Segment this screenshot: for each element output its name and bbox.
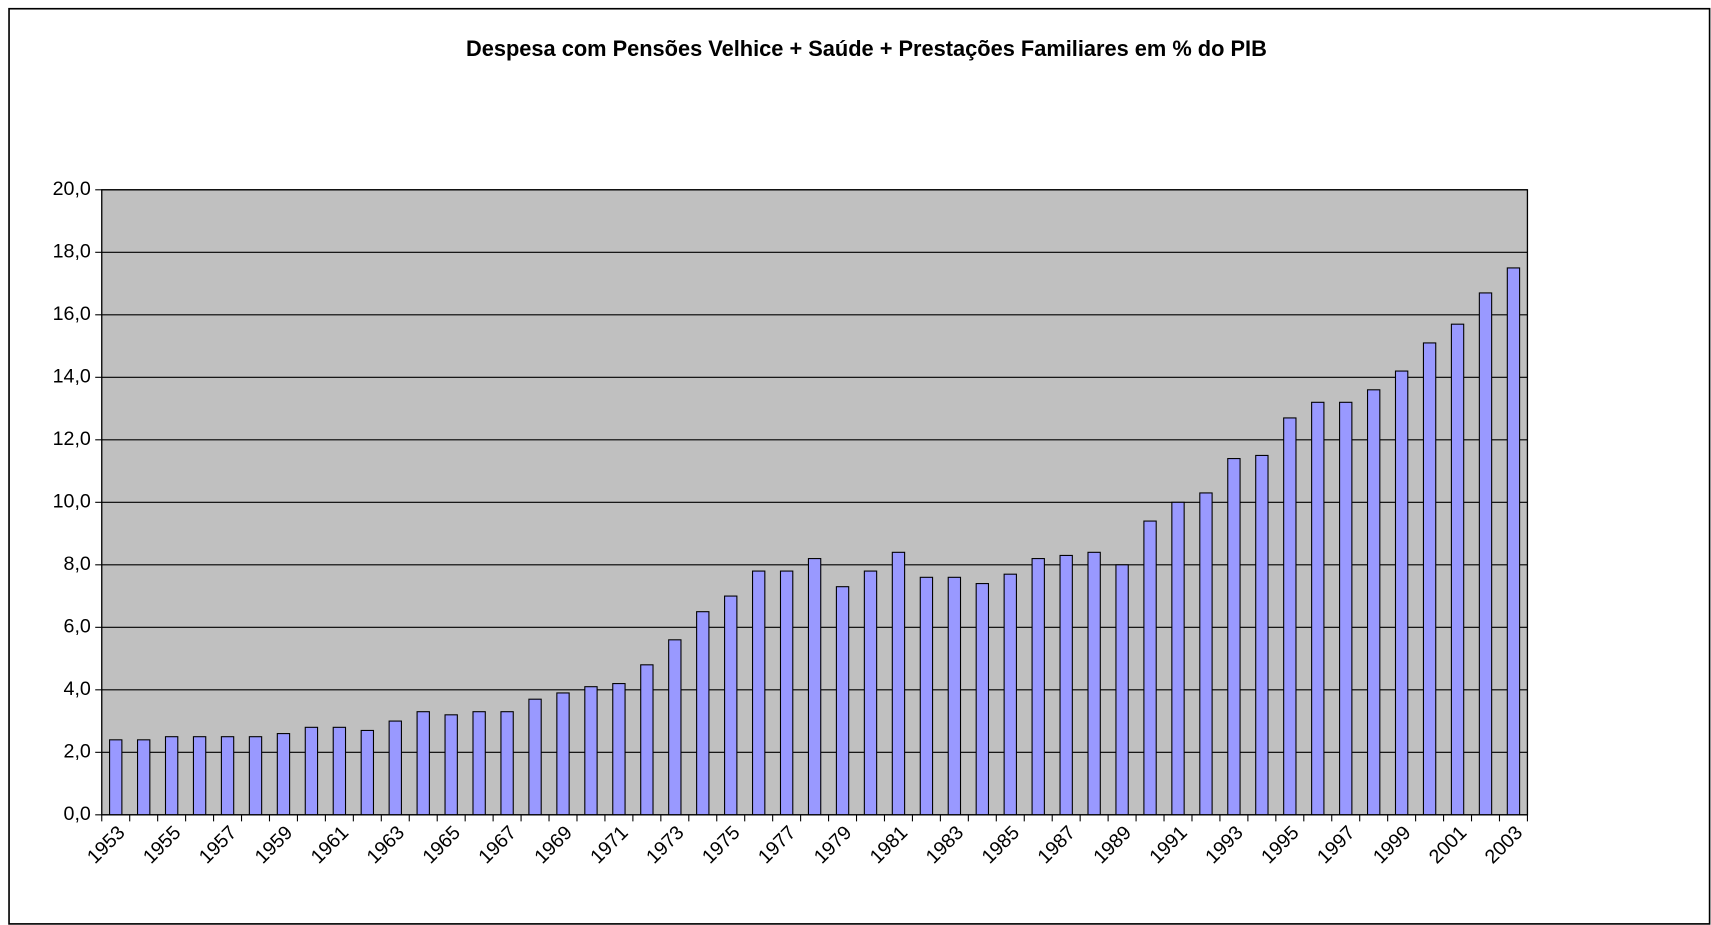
bar (724, 595, 738, 816)
chart-title: Despesa com Pensões Velhice + Saúde + Pr… (466, 36, 1267, 61)
bar (612, 683, 626, 816)
bar (1059, 554, 1073, 816)
plot-area: 0,02,04,06,08,010,012,014,016,018,020,01… (53, 178, 1529, 868)
y-tick-label: 16,0 (53, 303, 91, 325)
bar (1171, 501, 1185, 816)
bar (500, 711, 514, 816)
y-tick-label: 10,0 (53, 491, 91, 513)
bar (1087, 551, 1101, 816)
bar (444, 714, 458, 816)
bar (248, 736, 263, 816)
bar (1031, 558, 1045, 816)
bar (1506, 267, 1521, 816)
bar (584, 686, 598, 816)
bar (807, 558, 822, 816)
bar (220, 736, 235, 816)
bar (1394, 370, 1409, 816)
bar (1283, 417, 1297, 816)
bar (1143, 520, 1157, 816)
bar (304, 726, 319, 816)
bar (1003, 573, 1017, 816)
y-tick-label: 20,0 (53, 178, 91, 200)
bar (388, 720, 402, 816)
bar (360, 729, 375, 816)
bar (1450, 323, 1465, 816)
bar (1199, 492, 1213, 816)
bar (332, 726, 347, 816)
bar (1115, 564, 1129, 816)
y-tick-label: 14,0 (53, 365, 91, 387)
bar (276, 733, 291, 816)
bar (192, 736, 207, 816)
y-tick-label: 4,0 (64, 678, 91, 700)
bar (556, 692, 570, 816)
y-tick-label: 0,0 (64, 803, 91, 825)
bar (472, 711, 486, 816)
bar (891, 551, 906, 816)
bar (779, 570, 794, 816)
bar (416, 711, 430, 816)
bar (136, 739, 151, 816)
bar (947, 576, 962, 816)
bar (1366, 389, 1381, 816)
bar (1255, 454, 1269, 816)
bar (1227, 458, 1241, 816)
bar (640, 664, 654, 816)
bar (863, 570, 878, 816)
y-tick-label: 6,0 (64, 616, 91, 638)
bar (975, 583, 990, 816)
bar (1478, 292, 1493, 816)
bar (1311, 401, 1325, 816)
bar (1422, 342, 1437, 816)
bar (528, 698, 542, 816)
y-tick-label: 2,0 (64, 741, 91, 763)
bar (919, 576, 934, 816)
bar (164, 736, 179, 816)
plot-border (101, 189, 1529, 816)
y-tick-label: 18,0 (53, 240, 91, 262)
bar (109, 739, 123, 816)
bar (1339, 401, 1353, 816)
bar (751, 570, 766, 816)
bar (835, 586, 850, 816)
bar (668, 639, 682, 816)
bar (696, 611, 710, 816)
y-tick-label: 8,0 (64, 553, 91, 575)
y-tick-label: 12,0 (53, 428, 91, 450)
